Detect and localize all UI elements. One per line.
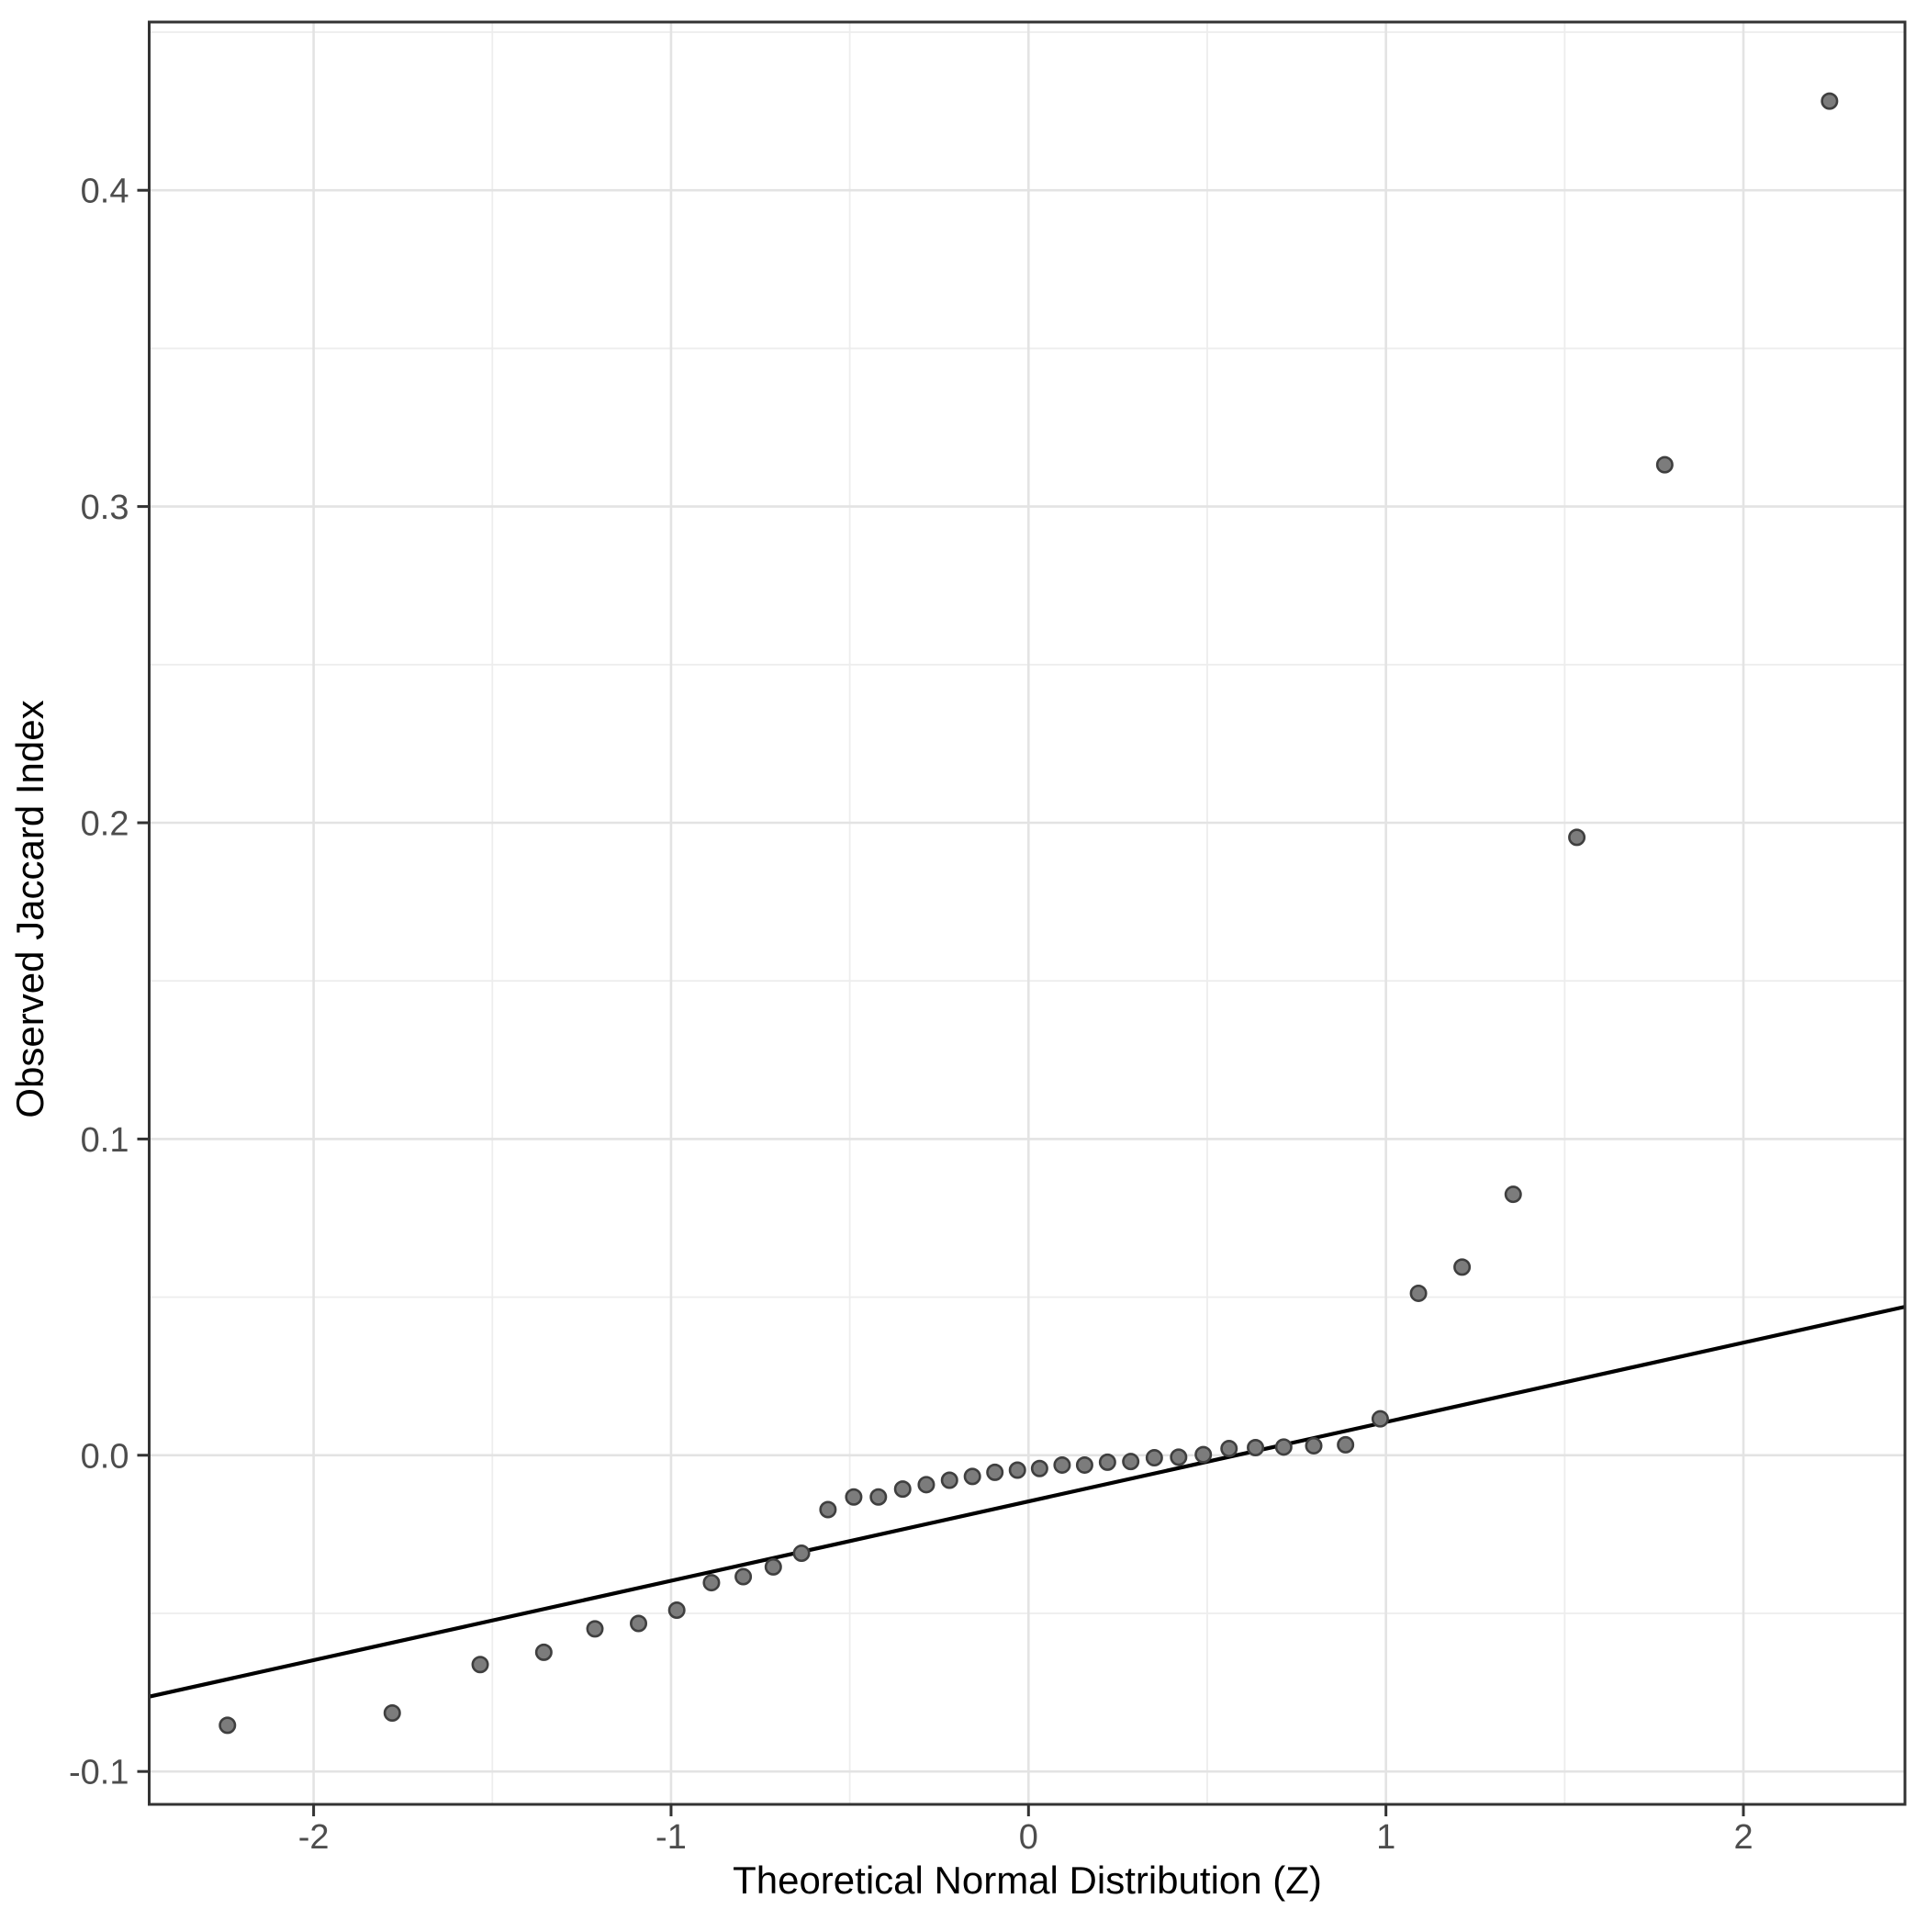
- data-points-group: [218, 92, 1839, 1735]
- data-point: [1247, 1439, 1265, 1457]
- x-tick-label: -2: [298, 1818, 330, 1857]
- data-point: [630, 1614, 648, 1633]
- gridlines-minor: [149, 22, 1905, 1804]
- panel-border: [148, 20, 1907, 1806]
- data-point: [845, 1488, 863, 1506]
- y-tick-labels-group: 0.4 0.3 0.2 0.1 0.0 -0.1: [69, 173, 129, 1792]
- y-axis-title: Observed Jaccard Index: [8, 700, 51, 1118]
- data-point: [1194, 1445, 1213, 1464]
- panel-border-group: [148, 20, 1907, 1806]
- data-point: [1504, 1185, 1522, 1204]
- data-point: [1371, 1410, 1389, 1428]
- data-point: [1409, 1284, 1428, 1302]
- data-point: [764, 1557, 782, 1576]
- data-point: [869, 1488, 888, 1506]
- y-tick-label: -0.1: [69, 1754, 129, 1792]
- data-point: [1145, 1449, 1163, 1467]
- data-point: [792, 1544, 811, 1563]
- x-axis-title: Theoretical Normal Distribution (Z): [733, 1859, 1322, 1902]
- data-point: [1170, 1448, 1188, 1466]
- data-point: [1274, 1438, 1293, 1456]
- data-point: [1053, 1455, 1071, 1474]
- data-point: [1008, 1461, 1026, 1479]
- data-point: [702, 1574, 721, 1592]
- data-point: [534, 1643, 553, 1661]
- data-point: [819, 1500, 837, 1519]
- data-point: [893, 1480, 912, 1499]
- data-point: [1337, 1435, 1355, 1454]
- data-point: [917, 1476, 935, 1494]
- data-point: [1030, 1459, 1048, 1477]
- data-point: [1305, 1436, 1323, 1455]
- x-tick-labels-group: -2 -1 0 1 2: [298, 1818, 1753, 1857]
- data-point: [383, 1703, 401, 1722]
- data-point: [1821, 92, 1839, 110]
- data-point: [1655, 455, 1674, 474]
- data-point: [218, 1716, 237, 1735]
- data-point: [1122, 1453, 1140, 1471]
- data-point: [986, 1463, 1004, 1481]
- tick-marks-group: [137, 188, 1745, 1816]
- data-point: [1220, 1440, 1238, 1458]
- x-tick-label: -1: [655, 1818, 687, 1857]
- data-point: [734, 1567, 753, 1586]
- data-point: [667, 1601, 686, 1620]
- qq-reference-line: [149, 1305, 1906, 1699]
- y-tick-label: 0.2: [81, 805, 129, 844]
- x-tick-label: 1: [1376, 1818, 1395, 1857]
- data-point: [1075, 1455, 1093, 1474]
- data-point: [1453, 1258, 1472, 1276]
- y-tick-label: 0.3: [81, 489, 129, 527]
- qq-reference-line-group: [149, 1305, 1906, 1699]
- data-point: [940, 1471, 958, 1489]
- x-tick-label: 0: [1019, 1818, 1038, 1857]
- data-point: [586, 1620, 604, 1638]
- gridlines-major: [149, 22, 1905, 1804]
- data-point: [471, 1656, 489, 1674]
- y-tick-label: 0.0: [81, 1437, 129, 1476]
- y-tick-label: 0.4: [81, 173, 129, 211]
- x-tick-label: 2: [1733, 1818, 1753, 1857]
- data-point: [963, 1467, 981, 1486]
- y-tick-label: 0.1: [81, 1121, 129, 1160]
- data-point: [1098, 1453, 1116, 1471]
- data-point: [1568, 828, 1586, 847]
